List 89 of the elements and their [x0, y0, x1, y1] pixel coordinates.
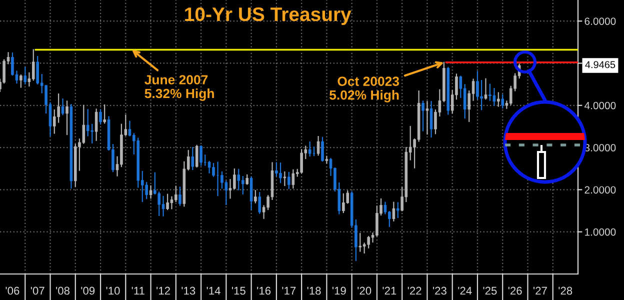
candlestick	[492, 88, 496, 106]
x-tick-label: '11	[132, 286, 144, 295]
candlestick	[94, 108, 98, 141]
candlestick	[162, 196, 165, 216]
candlestick	[208, 160, 211, 174]
candlestick	[20, 74, 22, 88]
candlestick	[316, 136, 320, 156]
candlestick	[376, 206, 378, 237]
candlestick	[170, 196, 174, 210]
candlestick	[149, 185, 152, 199]
candlestick	[82, 104, 86, 144]
candlestick	[57, 93, 60, 123]
candlestick	[501, 94, 504, 108]
chart-title: 10-Yr US Treasury	[185, 7, 352, 25]
candlestick	[426, 101, 429, 135]
text: 4.9465	[585, 61, 616, 68]
candlestick	[367, 236, 370, 248]
candlestick	[158, 192, 160, 216]
candlestick	[99, 109, 102, 124]
candlestick	[497, 92, 500, 107]
x-tick-label: '22	[408, 286, 422, 295]
candlestick	[283, 171, 286, 186]
candlestick	[103, 104, 106, 124]
x-tick-label: '09	[81, 286, 95, 295]
candlestick	[191, 146, 194, 170]
candlestick	[246, 174, 248, 185]
candlestick	[288, 172, 290, 189]
x-tick-label: '18	[307, 286, 321, 295]
x-tick-label: '25	[483, 286, 497, 295]
x-tick-label: '26	[508, 286, 522, 295]
x-tick-label: '15	[232, 286, 246, 295]
candlestick	[480, 80, 483, 110]
candlestick	[32, 49, 35, 81]
x-tick-label: '24	[458, 286, 472, 295]
candlestick	[430, 101, 433, 138]
candlestick	[145, 182, 148, 200]
candlestick	[476, 71, 479, 100]
y-tick-label: 1.0000	[585, 228, 616, 236]
candlestick	[52, 109, 56, 134]
x-tick-label: '19	[332, 286, 346, 295]
candlestick	[422, 100, 424, 132]
candlestick	[254, 190, 257, 204]
candlestick	[237, 168, 240, 190]
annotation: Oct 20023 5.02% High	[330, 76, 400, 102]
candlestick	[174, 186, 178, 202]
x-tick-label: '13	[182, 286, 196, 295]
x-tick-label: '14	[206, 286, 220, 295]
y-tick-label: 4.0000	[584, 102, 616, 110]
candlestick	[200, 145, 202, 166]
candlestick	[292, 169, 295, 189]
candlestick	[488, 84, 492, 101]
candlestick	[325, 156, 328, 164]
candlestick	[300, 149, 303, 174]
candlestick	[279, 162, 282, 184]
x-tick-label: '20	[358, 286, 372, 295]
x-tick-label: '07	[30, 286, 44, 295]
candlestick	[321, 136, 324, 162]
x-tick-label: '10	[106, 286, 120, 295]
candlestick	[178, 186, 182, 206]
candlestick	[396, 202, 400, 218]
x-tick-label: '06	[6, 286, 20, 295]
x-tick-label: '08	[56, 286, 70, 295]
y-tick-label: 6.0000	[584, 18, 616, 25]
candlestick	[308, 142, 312, 157]
x-tick-label: '23	[433, 286, 446, 295]
candlestick	[258, 192, 262, 214]
x-tick-label: '27	[534, 286, 547, 295]
candlestick	[358, 232, 362, 252]
annotation: June 2007 5.32% High	[144, 75, 214, 101]
x-tick-label: '21	[382, 286, 396, 295]
candlestick	[90, 124, 94, 144]
x-tick-label: '16	[257, 286, 271, 295]
x-tick-label: '17	[282, 286, 296, 295]
x-tick-label: '12	[156, 286, 170, 295]
candlestick	[392, 202, 396, 222]
candlestick	[195, 144, 198, 168]
candlestick	[484, 78, 488, 100]
candlestick	[220, 171, 224, 189]
x-tick-label: '28	[558, 286, 572, 295]
candlestick	[166, 194, 169, 210]
candlestick	[24, 66, 27, 84]
y-tick-label: 2.0000	[584, 186, 616, 194]
candlestick	[66, 100, 68, 136]
candlestick	[233, 168, 236, 190]
candlestick	[275, 162, 278, 176]
candlestick	[342, 193, 345, 214]
candlestick	[212, 163, 215, 177]
candlestick	[250, 176, 253, 210]
candlestick	[86, 109, 90, 136]
